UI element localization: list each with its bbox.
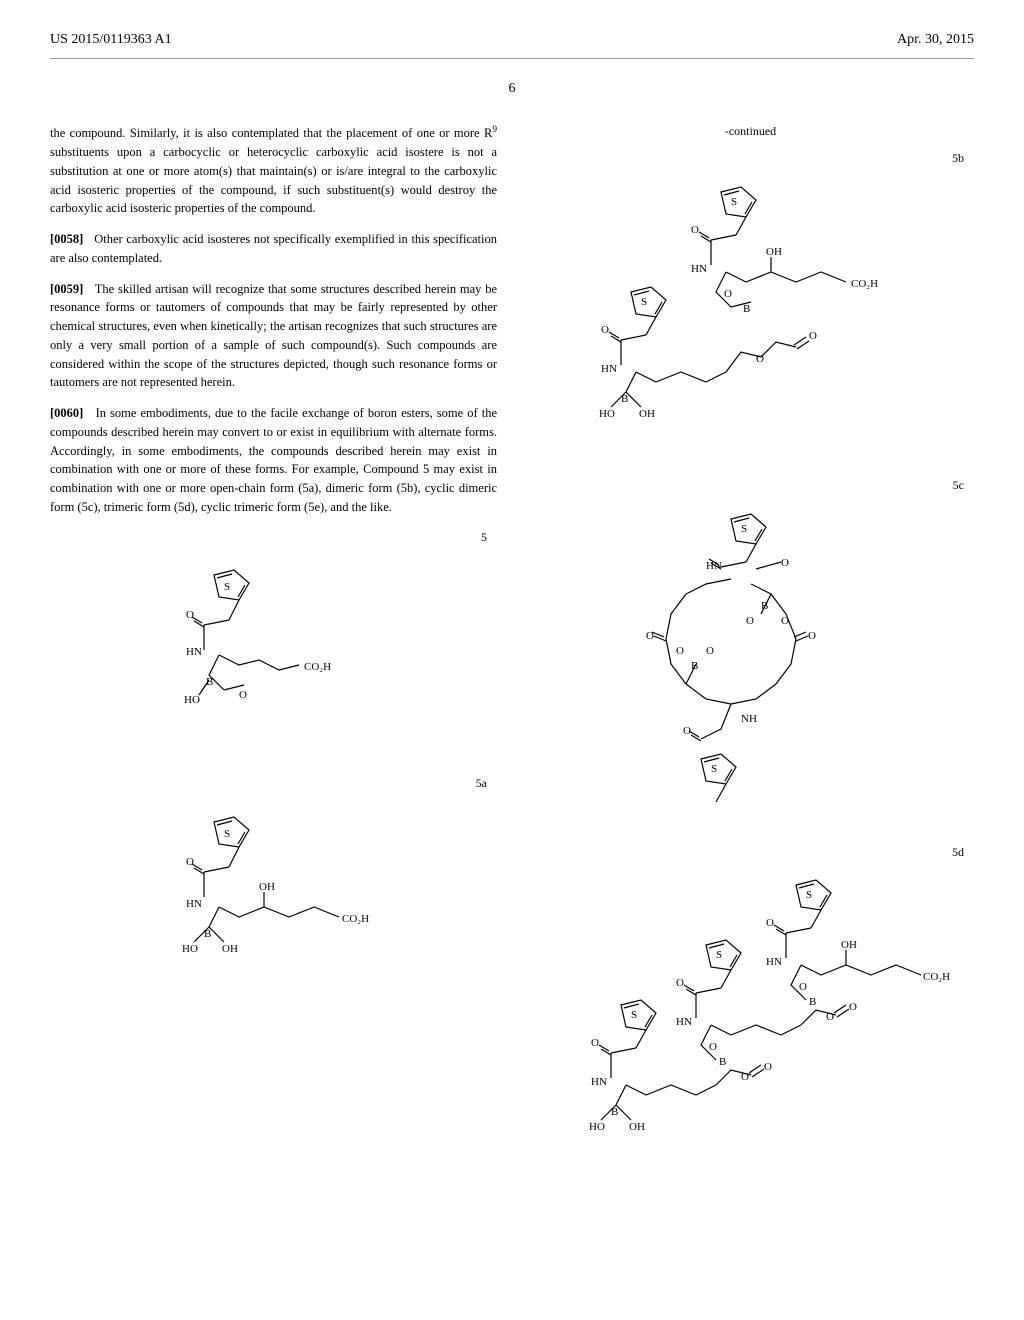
svg-text:O: O xyxy=(781,557,789,569)
paragraph-continuation: the compound. Similarly, it is also cont… xyxy=(50,123,497,218)
svg-text:S: S xyxy=(711,763,717,775)
svg-text:S: S xyxy=(716,949,722,961)
svg-text:S: S xyxy=(224,828,230,840)
svg-text:B: B xyxy=(719,1056,726,1068)
svg-text:B: B xyxy=(204,928,211,940)
structure-5a-label: 5a xyxy=(50,775,497,792)
svg-text:O: O xyxy=(683,725,691,737)
structure-5-container: 5 xyxy=(50,529,497,756)
svg-text:HN: HN xyxy=(766,956,782,968)
svg-text:O: O xyxy=(601,324,609,336)
svg-text:S: S xyxy=(641,296,647,308)
continued-label: -continued xyxy=(527,123,974,140)
right-column: -continued 5b xyxy=(527,123,974,1180)
svg-text:S: S xyxy=(224,581,230,593)
svg-text:HN: HN xyxy=(591,1076,607,1088)
svg-text:S: S xyxy=(806,889,812,901)
svg-text:B: B xyxy=(809,996,816,1008)
structure-5a-container: 5a xyxy=(50,775,497,992)
svg-text:HO: HO xyxy=(184,694,200,706)
structure-5b-label: 5b xyxy=(527,150,974,167)
svg-text:O: O xyxy=(676,977,684,989)
svg-text:OH: OH xyxy=(766,246,782,258)
svg-text:HN: HN xyxy=(186,898,202,910)
svg-text:OH: OH xyxy=(259,881,275,893)
structure-5c-diagram: S HN O B O O O B O O O NH O S xyxy=(601,504,901,824)
patent-number: US 2015/0119363 A1 xyxy=(50,30,172,50)
svg-text:NH: NH xyxy=(741,713,757,725)
paragraph-0060: [0060] In some embodiments, due to the f… xyxy=(50,404,497,517)
svg-text:S: S xyxy=(631,1009,637,1021)
structure-5a-diagram: S O HN OH HO B OH CO₂H xyxy=(144,802,404,992)
para-label: [0059] xyxy=(50,282,83,296)
svg-text:O: O xyxy=(849,1001,857,1013)
svg-text:HN: HN xyxy=(706,560,722,572)
page-number: 6 xyxy=(50,79,974,99)
svg-text:B: B xyxy=(743,303,750,315)
svg-text:S: S xyxy=(741,523,747,535)
svg-text:S: S xyxy=(731,196,737,208)
svg-text:O: O xyxy=(764,1061,772,1073)
svg-text:O: O xyxy=(239,689,247,701)
svg-text:O: O xyxy=(826,1011,834,1023)
structure-5d-container: 5d xyxy=(527,844,974,1161)
svg-text:O: O xyxy=(809,330,817,342)
svg-text:OH: OH xyxy=(639,408,655,420)
svg-text:CO₂H: CO₂H xyxy=(342,913,369,925)
svg-text:O: O xyxy=(646,630,654,642)
svg-text:O: O xyxy=(799,981,807,993)
svg-text:O: O xyxy=(746,615,754,627)
svg-text:O: O xyxy=(591,1037,599,1049)
svg-text:O: O xyxy=(706,645,714,657)
structure-5b-container: 5b xyxy=(527,150,974,457)
svg-text:O: O xyxy=(676,645,684,657)
svg-text:CO₂H: CO₂H xyxy=(304,661,331,673)
svg-text:O: O xyxy=(808,630,816,642)
svg-text:HN: HN xyxy=(186,646,202,658)
structure-5c-label: 5c xyxy=(527,477,974,494)
svg-text:HO: HO xyxy=(599,408,615,420)
svg-text:HN: HN xyxy=(601,363,617,375)
structure-5-diagram: S O HN HO B O CO₂H xyxy=(144,555,404,755)
svg-text:O: O xyxy=(186,856,194,868)
svg-text:B: B xyxy=(691,660,698,672)
para-label: [0060] xyxy=(50,406,83,420)
svg-text:O: O xyxy=(781,615,789,627)
publication-date: Apr. 30, 2015 xyxy=(897,30,974,50)
paragraph-0059: [0059] The skilled artisan will recogniz… xyxy=(50,280,497,393)
paragraph-0058: [0058] Other carboxylic acid isosteres n… xyxy=(50,230,497,268)
svg-text:OH: OH xyxy=(841,939,857,951)
svg-text:O: O xyxy=(186,609,194,621)
structure-5-label: 5 xyxy=(50,529,497,546)
svg-text:HO: HO xyxy=(182,943,198,955)
structure-5d-diagram: S O HN OH CO₂H O B O O S O HN O B O O S … xyxy=(551,870,951,1160)
svg-text:O: O xyxy=(741,1071,749,1083)
content-area: the compound. Similarly, it is also cont… xyxy=(50,123,974,1180)
svg-text:O: O xyxy=(709,1041,717,1053)
svg-text:B: B xyxy=(761,600,768,612)
svg-text:O: O xyxy=(724,288,732,300)
svg-text:O: O xyxy=(691,224,699,236)
svg-text:HN: HN xyxy=(676,1016,692,1028)
svg-text:HO: HO xyxy=(589,1121,605,1133)
svg-text:B: B xyxy=(206,676,213,688)
svg-text:CO₂H: CO₂H xyxy=(851,278,878,290)
svg-text:CO₂H: CO₂H xyxy=(923,971,950,983)
para-label: [0058] xyxy=(50,232,83,246)
svg-text:B: B xyxy=(611,1106,618,1118)
svg-text:OH: OH xyxy=(222,943,238,955)
svg-text:OH: OH xyxy=(629,1121,645,1133)
svg-text:B: B xyxy=(621,393,628,405)
structure-5d-label: 5d xyxy=(527,844,974,861)
left-column: the compound. Similarly, it is also cont… xyxy=(50,123,497,1180)
structure-5b-diagram: S O HN OH CO₂H S O HN O B O O HO B OH xyxy=(561,177,941,457)
svg-text:O: O xyxy=(766,917,774,929)
svg-text:O: O xyxy=(756,353,764,365)
page-header: US 2015/0119363 A1 Apr. 30, 2015 xyxy=(50,30,974,59)
svg-text:HN: HN xyxy=(691,263,707,275)
structure-5c-container: 5c xyxy=(527,477,974,824)
